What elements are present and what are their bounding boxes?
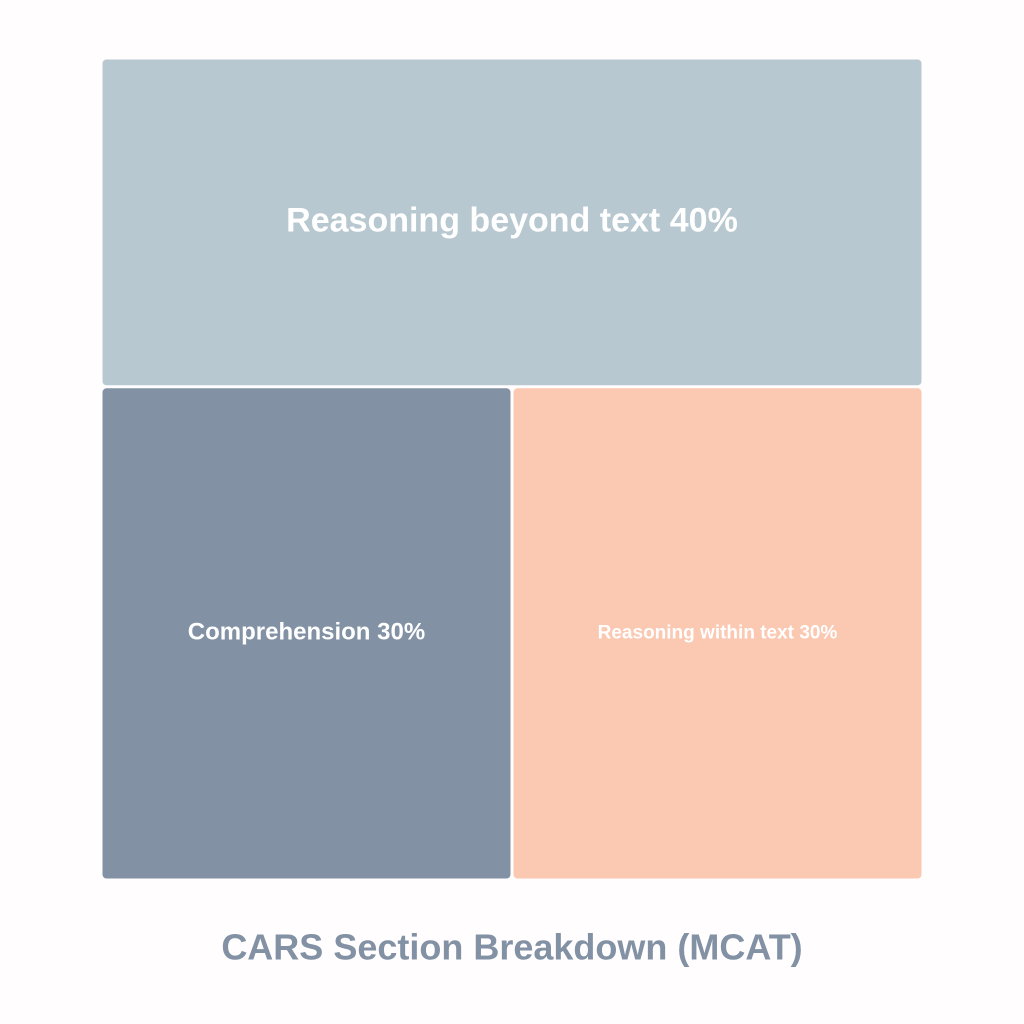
chart-title: CARS Section Breakdown (MCAT): [221, 927, 802, 968]
tile-value: 30%: [377, 619, 425, 646]
tile: [102, 59, 922, 386]
tile-name: Reasoning beyond text: [286, 201, 660, 239]
tile: [513, 388, 922, 879]
tile-value: 40%: [670, 201, 738, 239]
tile-label: Reasoning within text 30%: [598, 622, 838, 643]
tile-label: Comprehension 30%: [188, 619, 425, 646]
tile-name: Comprehension: [188, 619, 371, 646]
tile: [102, 388, 511, 879]
tile-value: 30%: [799, 622, 837, 643]
tile-name: Reasoning within text: [598, 622, 795, 643]
tile-label: Reasoning beyond text 40%: [286, 201, 738, 239]
